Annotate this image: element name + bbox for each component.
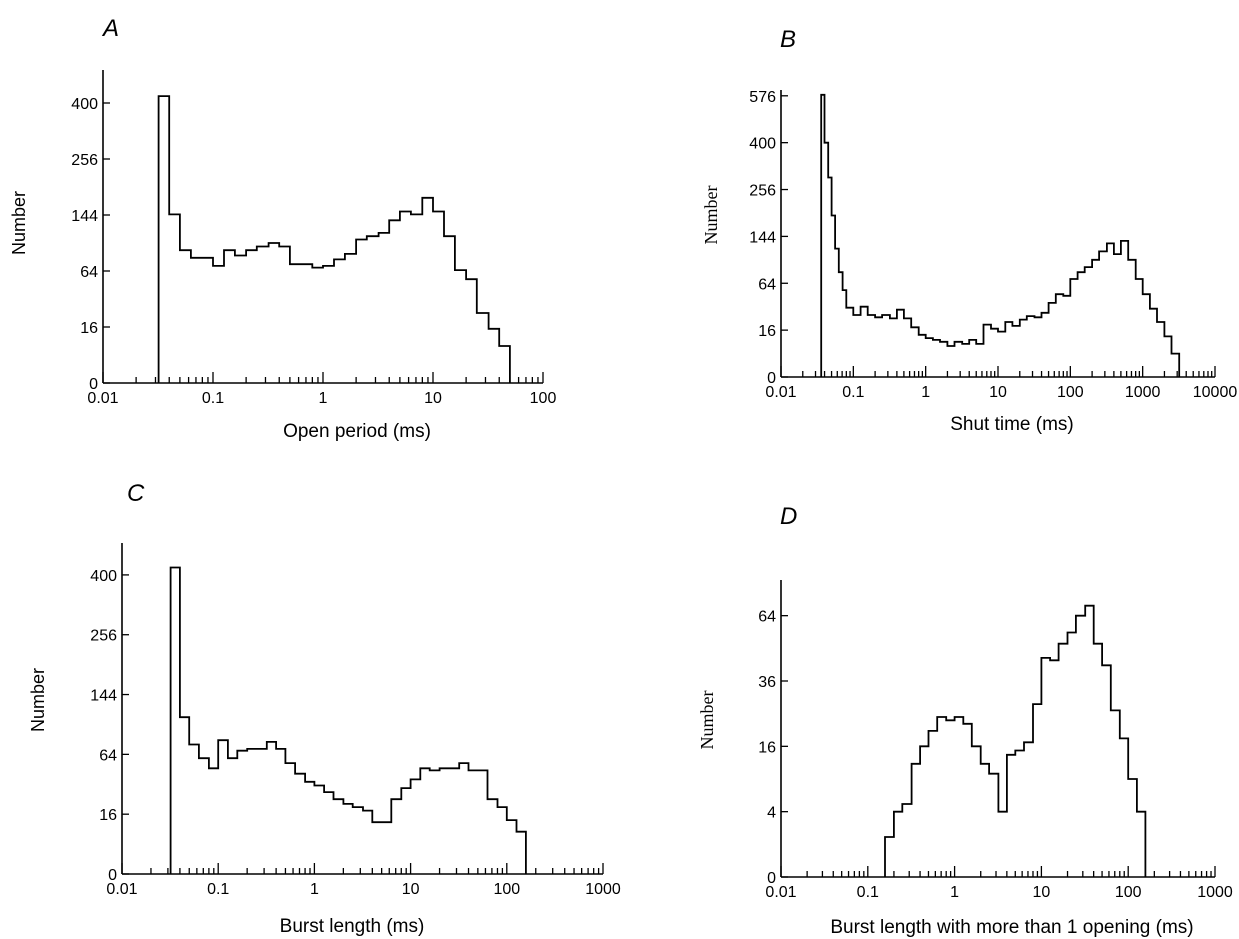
panel-d-x-label: Burst length with more than 1 opening (m… (830, 917, 1193, 938)
panel-c-histogram (169, 566, 527, 874)
panel-d: D 0 4 16 36 64 0.01 0.1 1 10 100 1000 Burst lengt… (697, 503, 1233, 938)
panel-c-y-axis: 0 16 64 144 256 400 (90, 543, 129, 884)
panel-d-x-axis: 0.01 0.1 1 10 100 1000 (765, 866, 1233, 901)
panel-d-y-axis: 0 4 16 36 64 (758, 580, 788, 887)
panel-c-x-label: Burst length (ms) (280, 916, 425, 937)
panel-c-x-tick-label: 0.01 (106, 881, 137, 898)
panel-a-x-axis: 0.01 0.1 1 10 100 (87, 372, 556, 407)
panel-c-x-tick-label: 1 (310, 881, 319, 898)
panel-c-y-tick-label: 16 (99, 807, 117, 824)
panel-b-x-tick-label: 10000 (1193, 384, 1238, 401)
panel-d-x-tick-label: 10 (1033, 884, 1051, 901)
panel-b-x-axis: 0.01 0.1 1 10 100 1000 10000 (765, 366, 1237, 401)
panel-a-y-label: Number (9, 191, 29, 255)
panel-a-y-tick-label: 256 (71, 152, 98, 169)
panel-a-y-tick-label: 64 (80, 264, 98, 281)
panel-d-y-tick-label: 64 (758, 609, 776, 626)
panel-b: B 0 16 64 144 256 400 576 0.01 0.1 1 10 100 1000 100… (701, 26, 1237, 435)
panel-a-y-axis: 0 16 64 144 256 400 (71, 70, 110, 393)
panel-b-x-tick-label: 100 (1057, 384, 1084, 401)
panel-b-y-tick-label: 0 (767, 370, 776, 387)
panel-c: C 0 16 64 144 256 400 0.01 0.1 1 10 100 1000 Burst… (28, 480, 621, 937)
panel-c-x-tick-label: 100 (493, 881, 520, 898)
panel-b-y-tick-label: 576 (749, 89, 776, 106)
panel-b-x-label: Shut time (ms) (950, 414, 1074, 435)
panel-b-y-tick-label: 64 (758, 276, 776, 293)
panel-c-letter: C (127, 480, 145, 507)
panel-b-y-tick-label: 144 (749, 229, 776, 246)
panel-c-x-tick-label: 0.1 (207, 881, 229, 898)
panel-b-y-label: Number (701, 186, 721, 245)
panel-d-x-tick-label: 0.01 (765, 884, 796, 901)
panel-d-letter: D (780, 503, 797, 530)
panel-b-x-tick-label: 0.01 (765, 384, 796, 401)
panel-b-x-tick-label: 1 (921, 384, 930, 401)
panel-b-x-tick-label: 1000 (1125, 384, 1161, 401)
panel-b-histogram (820, 93, 1181, 377)
panel-d-y-tick-label: 36 (758, 674, 776, 691)
panel-a-y-tick-label: 400 (71, 96, 98, 113)
panel-d-histogram (884, 604, 1147, 877)
panel-c-y-tick-label: 0 (108, 867, 117, 884)
panel-d-y-tick-label: 4 (767, 805, 776, 822)
panel-a-y-tick-label: 16 (80, 320, 98, 337)
panel-a-x-tick-label: 100 (530, 390, 557, 407)
panel-a-x-tick-label: 10 (424, 390, 442, 407)
panel-a-x-tick-label: 1 (319, 390, 328, 407)
panel-d-y-tick-label: 16 (758, 739, 776, 756)
panel-d-y-tick-label: 0 (767, 870, 776, 887)
panel-c-y-tick-label: 64 (99, 747, 117, 764)
panel-a-letter: A (101, 15, 119, 42)
panel-c-x-tick-label: 1000 (585, 881, 621, 898)
panel-b-y-tick-label: 16 (758, 323, 776, 340)
panel-b-x-tick-label: 10 (989, 384, 1007, 401)
panel-a-y-tick-label: 144 (71, 208, 98, 225)
panel-d-x-tick-label: 1000 (1197, 884, 1233, 901)
panel-c-y-label: Number (28, 668, 48, 732)
panel-a-y-tick-label: 0 (89, 376, 98, 393)
panel-c-y-tick-label: 144 (90, 688, 117, 705)
panel-a-histogram (157, 95, 511, 383)
panel-a: A 0 16 64 144 256 400 0.01 0.1 1 10 100 Open peri… (9, 15, 556, 442)
panel-b-y-axis: 0 16 64 144 256 400 576 (749, 89, 788, 387)
panel-b-x-tick-label: 0.1 (842, 384, 864, 401)
panel-d-x-tick-label: 1 (950, 884, 959, 901)
panel-b-letter: B (780, 26, 796, 53)
panel-b-y-tick-label: 400 (749, 136, 776, 153)
panel-c-y-tick-label: 400 (90, 568, 117, 585)
panel-d-x-tick-label: 0.1 (857, 884, 879, 901)
panel-d-y-label: Number (697, 691, 717, 750)
panel-d-x-tick-label: 100 (1115, 884, 1142, 901)
panel-a-x-label: Open period (ms) (283, 421, 431, 442)
panel-c-x-axis: 0.01 0.1 1 10 100 1000 (106, 863, 621, 898)
panel-b-y-tick-label: 256 (749, 183, 776, 200)
panel-c-x-tick-label: 10 (402, 881, 420, 898)
panel-c-y-tick-label: 256 (90, 628, 117, 645)
panel-a-x-tick-label: 0.01 (87, 390, 118, 407)
panel-a-x-tick-label: 0.1 (202, 390, 224, 407)
